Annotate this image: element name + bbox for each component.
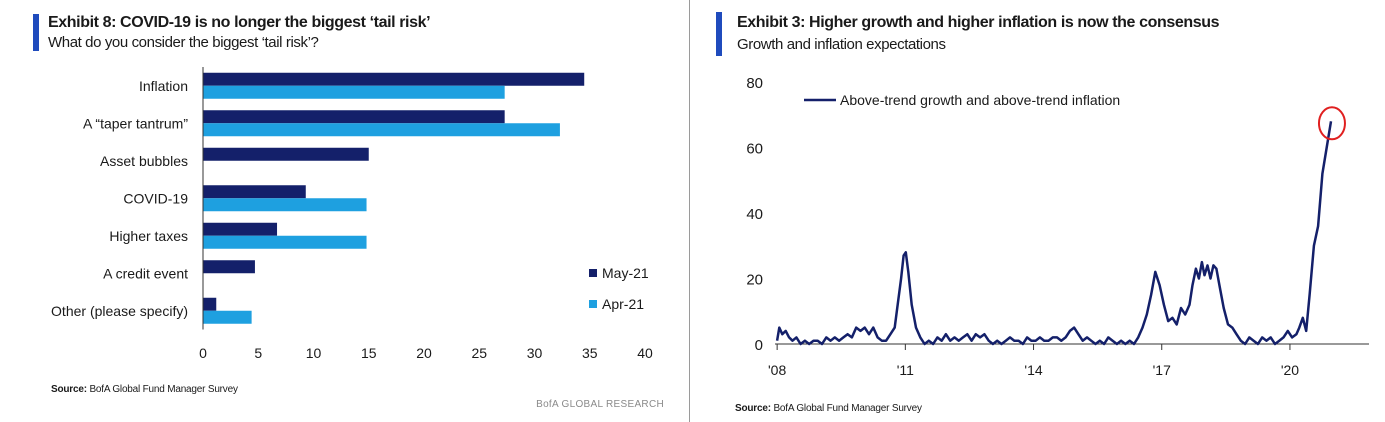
- bar-may-21: [203, 147, 369, 161]
- y-tick-label: 20: [746, 272, 763, 289]
- x-tick-label: 10: [306, 345, 322, 361]
- category-label: Inflation: [139, 78, 188, 94]
- legend-label: May-21: [602, 265, 649, 281]
- brand-footer: BofA GLOBAL RESEARCH: [536, 399, 664, 410]
- source-text: BofA Global Fund Manager Survey: [773, 403, 922, 414]
- source-label: Source:: [51, 384, 87, 395]
- bar-may-21: [203, 222, 278, 236]
- x-tick-label: '17: [1153, 362, 1171, 378]
- x-tick-label: 0: [199, 345, 207, 361]
- panel-divider: [689, 0, 690, 422]
- bar-may-21: [203, 260, 255, 274]
- category-label: Higher taxes: [109, 228, 188, 244]
- legend-label: Above-trend growth and above-trend infla…: [840, 92, 1120, 108]
- title-accent-bar: [716, 12, 722, 56]
- bar-may-21: [203, 297, 217, 311]
- exhibit-title: Exhibit 8: COVID-19 is no longer the big…: [48, 14, 431, 31]
- x-tick-label: '11: [897, 362, 914, 378]
- x-tick-label: 15: [361, 345, 377, 361]
- bar-apr-21: [203, 235, 367, 249]
- bar-may-21: [203, 110, 505, 124]
- category-label: Other (please specify): [51, 303, 188, 319]
- source-text: BofA Global Fund Manager Survey: [89, 384, 238, 395]
- highlight-circle: [1317, 106, 1346, 141]
- exhibit-subtitle: What do you consider the biggest ‘tail r…: [48, 34, 319, 51]
- y-tick-label: 0: [755, 337, 763, 354]
- x-tick-label: '14: [1024, 362, 1042, 378]
- x-tick-label: 35: [582, 345, 598, 361]
- source-note: Source: BofA Global Fund Manager Survey: [735, 403, 922, 414]
- y-tick-label: 80: [746, 75, 763, 92]
- series-line: [775, 121, 1333, 346]
- y-tick-label: 40: [746, 206, 763, 223]
- bar-apr-21: [203, 123, 560, 137]
- category-label: Asset bubbles: [100, 153, 188, 169]
- title-accent-bar: [33, 14, 39, 51]
- x-tick-label: 5: [254, 345, 262, 361]
- exhibit-subtitle: Growth and inflation expectations: [737, 36, 946, 53]
- tail-risk-bar-chart: Inflation A “taper tantrum” Asset bubbles C…: [51, 67, 653, 361]
- exhibit-title: Exhibit 3: Higher growth and higher infl…: [737, 14, 1220, 31]
- bar-apr-21: [203, 310, 252, 324]
- bar-apr-21: [203, 198, 367, 212]
- x-tick-label: 20: [416, 345, 432, 361]
- y-tick-label: 60: [746, 141, 763, 158]
- x-tick-label: '08: [768, 362, 786, 378]
- x-tick-label: '20: [1281, 362, 1299, 378]
- category-label: A credit event: [103, 265, 188, 281]
- source-note: Source: BofA Global Fund Manager Survey: [51, 384, 238, 395]
- exhibit-3-panel: Exhibit 3: Higher growth and higher infl…: [691, 0, 1385, 422]
- x-tick-label: 30: [527, 345, 543, 361]
- growth-inflation-line-chart: 0 20 40 60 80 '08 '11 '14 '17 '20 Above-trend grow…: [746, 75, 1369, 378]
- bar-may-21: [203, 185, 306, 199]
- legend-label: Apr-21: [602, 296, 644, 312]
- category-label: A “taper tantrum”: [83, 115, 188, 131]
- category-label: COVID-19: [123, 190, 188, 206]
- legend-swatch: [589, 300, 597, 308]
- legend-swatch: [589, 269, 597, 277]
- bar-may-21: [203, 72, 585, 86]
- x-tick-label: 25: [471, 345, 487, 361]
- source-label: Source:: [735, 403, 771, 414]
- x-tick-label: 40: [637, 345, 653, 361]
- exhibit-8-panel: Exhibit 8: COVID-19 is no longer the big…: [0, 0, 690, 422]
- bar-apr-21: [203, 85, 505, 99]
